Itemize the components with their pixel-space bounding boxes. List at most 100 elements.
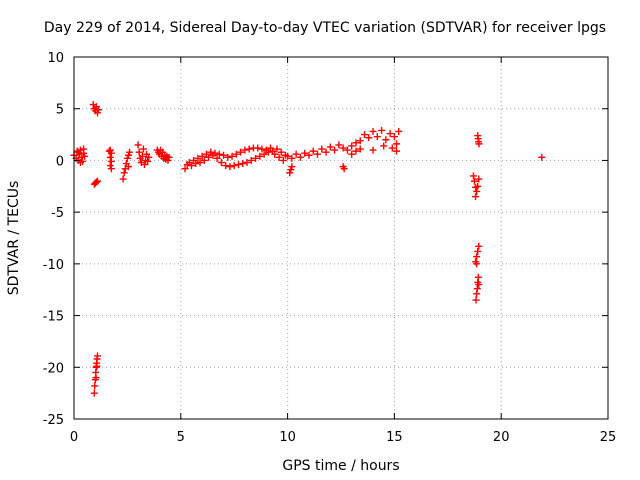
data-point	[139, 145, 147, 153]
data-point	[239, 160, 247, 168]
data-point	[93, 177, 101, 185]
data-point	[318, 145, 326, 153]
data-point	[224, 153, 232, 161]
data-point	[373, 133, 381, 141]
data-point	[474, 182, 482, 190]
plot-frame	[73, 56, 609, 420]
data-point	[145, 153, 153, 161]
data-point	[81, 152, 89, 160]
data-point	[277, 148, 285, 156]
grid-lines	[74, 57, 608, 419]
data-point	[256, 152, 264, 160]
data-point	[198, 152, 206, 160]
data-point	[471, 177, 478, 185]
data-point	[165, 153, 173, 161]
data-point	[296, 153, 304, 161]
data-point	[292, 150, 300, 158]
data-point	[196, 158, 204, 166]
data-point	[352, 147, 360, 155]
y-tick-label: -20	[43, 361, 64, 376]
data-point	[80, 145, 88, 153]
data-point	[226, 163, 234, 171]
data-point	[260, 150, 268, 158]
data-point	[388, 144, 396, 152]
data-point	[473, 187, 481, 195]
data-point	[138, 152, 146, 160]
data-point	[140, 161, 148, 169]
data-point	[360, 131, 368, 139]
data-point	[348, 142, 356, 150]
data-point	[393, 140, 401, 148]
data-point	[365, 134, 373, 142]
data-point	[369, 127, 377, 135]
data-point	[95, 106, 103, 114]
data-point	[77, 153, 85, 161]
data-point	[120, 169, 128, 177]
data-point	[273, 145, 281, 153]
data-point	[473, 253, 481, 261]
data-point	[237, 148, 245, 156]
data-point	[106, 146, 114, 154]
data-point	[92, 374, 100, 382]
data-point	[194, 154, 202, 162]
data-point	[352, 139, 360, 147]
data-point	[106, 153, 114, 161]
data-point	[382, 136, 390, 144]
data-point	[222, 162, 230, 170]
data-point	[301, 149, 309, 157]
data-point	[335, 141, 343, 149]
data-point	[258, 145, 266, 153]
data-point	[74, 148, 82, 156]
data-point	[309, 147, 317, 155]
data-point	[288, 154, 296, 162]
data-point	[474, 247, 482, 255]
data-point	[340, 165, 348, 173]
data-point	[314, 150, 322, 158]
data-point	[386, 130, 394, 138]
data-point	[395, 127, 403, 135]
data-point	[91, 382, 99, 390]
data-point	[144, 157, 152, 165]
y-tick-label: -5	[51, 206, 64, 221]
y-tick-label: -15	[43, 310, 64, 325]
data-point	[286, 169, 294, 177]
y-tick-label: 0	[56, 154, 64, 169]
data-point	[247, 156, 255, 164]
data-point	[538, 153, 546, 161]
data-point	[119, 175, 127, 183]
data-point	[123, 154, 131, 162]
data-point	[369, 146, 377, 154]
data-point	[473, 285, 481, 293]
data-point	[473, 260, 481, 268]
data-point	[164, 156, 172, 164]
data-point	[187, 162, 195, 170]
x-tick-label: 0	[70, 430, 78, 445]
data-point	[124, 163, 132, 171]
data-point	[241, 146, 249, 154]
data-point	[134, 141, 142, 149]
data-point	[93, 109, 101, 117]
data-point	[305, 151, 313, 159]
data-point	[475, 281, 483, 289]
data-point	[322, 148, 330, 156]
data-point	[331, 146, 339, 154]
data-point	[472, 193, 480, 201]
data-point	[76, 158, 84, 166]
data-point	[234, 161, 242, 169]
data-point	[217, 158, 225, 166]
x-tick-label: 15	[386, 430, 403, 445]
data-point	[230, 162, 238, 170]
data-point	[107, 149, 115, 157]
data-point	[245, 145, 253, 153]
data-point	[474, 273, 482, 281]
data-point	[92, 178, 100, 186]
data-point	[279, 156, 287, 164]
data-point	[205, 153, 213, 161]
data-point	[469, 172, 477, 180]
data-point	[343, 146, 351, 154]
data-point	[339, 144, 347, 152]
data-point	[390, 133, 398, 141]
y-tick-label: -10	[43, 258, 64, 273]
data-point	[348, 150, 356, 158]
